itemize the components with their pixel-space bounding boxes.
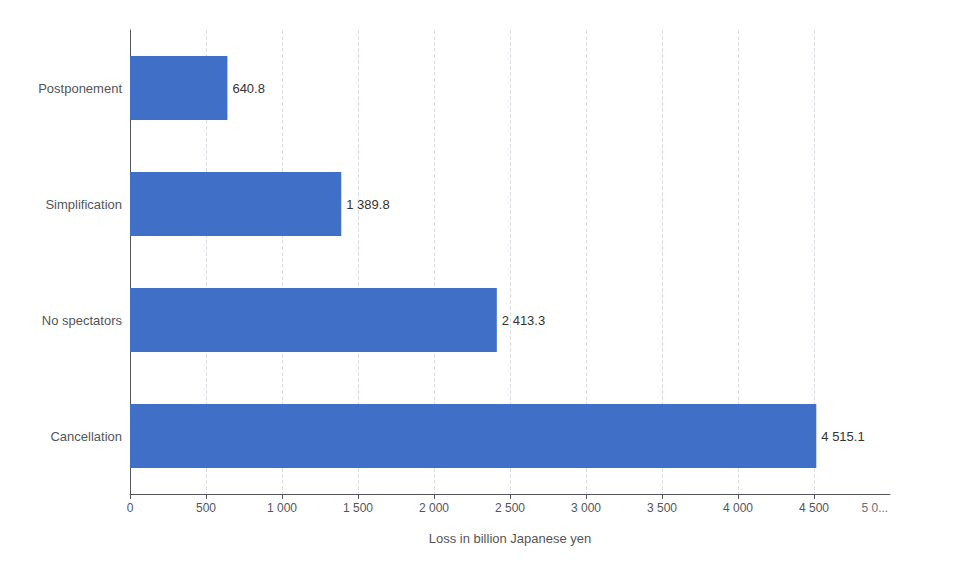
svg-text:Postponement: Postponement	[38, 81, 122, 96]
svg-text:0: 0	[127, 501, 134, 515]
svg-text:Loss in billion Japanese yen: Loss in billion Japanese yen	[429, 531, 592, 546]
svg-text:1 500: 1 500	[343, 501, 373, 515]
svg-text:2 000: 2 000	[419, 501, 449, 515]
svg-text:1 389.8: 1 389.8	[346, 197, 389, 212]
svg-text:4 515.1: 4 515.1	[821, 429, 864, 444]
svg-text:5 0...: 5 0...	[861, 501, 888, 515]
svg-text:2 500: 2 500	[495, 501, 525, 515]
svg-text:4 500: 4 500	[799, 501, 829, 515]
svg-text:500: 500	[196, 501, 216, 515]
svg-text:4 000: 4 000	[723, 501, 753, 515]
svg-text:Simplification: Simplification	[45, 197, 122, 212]
svg-text:3 500: 3 500	[647, 501, 677, 515]
svg-text:2 413.3: 2 413.3	[502, 313, 545, 328]
svg-text:Cancellation: Cancellation	[50, 429, 122, 444]
svg-text:1 000: 1 000	[267, 501, 297, 515]
svg-text:640.8: 640.8	[232, 81, 265, 96]
svg-text:3 000: 3 000	[571, 501, 601, 515]
svg-text:No spectators: No spectators	[42, 313, 123, 328]
